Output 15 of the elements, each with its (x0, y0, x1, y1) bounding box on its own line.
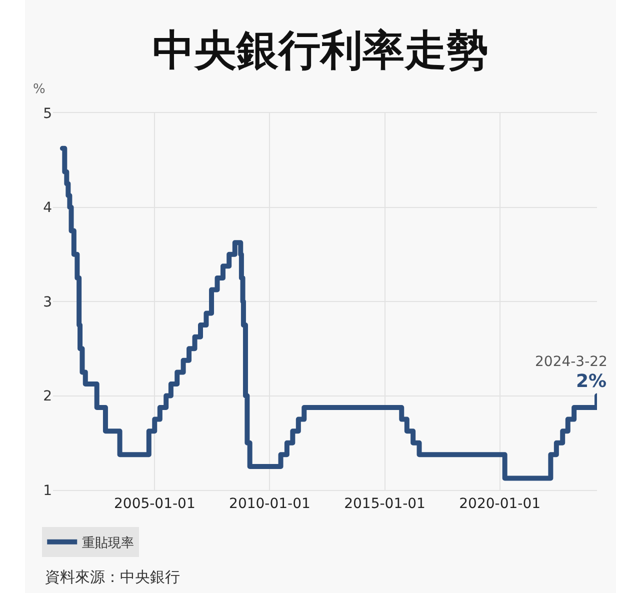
x-tick-label: 2020-01-01 (459, 496, 541, 512)
y-tick-label: 3 (43, 294, 52, 310)
source-note: 資料來源：中央銀行 (45, 568, 180, 586)
annotation: 2024-3-22 (535, 354, 608, 370)
y-tick-label: 1 (43, 482, 52, 499)
y-tick-label: 4 (43, 200, 52, 216)
data-label: 2% (576, 371, 607, 392)
y-tick-label: 5 (43, 106, 52, 122)
y-tick-label: 2 (43, 388, 52, 405)
x-tick-label: 2005-01-01 (114, 496, 196, 512)
x-tick-label: 2010-01-01 (229, 496, 310, 512)
chart-title: 中央銀行利率走勢 (152, 26, 488, 75)
legend-label: 重貼現率 (82, 534, 134, 551)
y-axis-title: % (33, 82, 46, 97)
x-tick-label: 2015-01-01 (344, 496, 426, 512)
